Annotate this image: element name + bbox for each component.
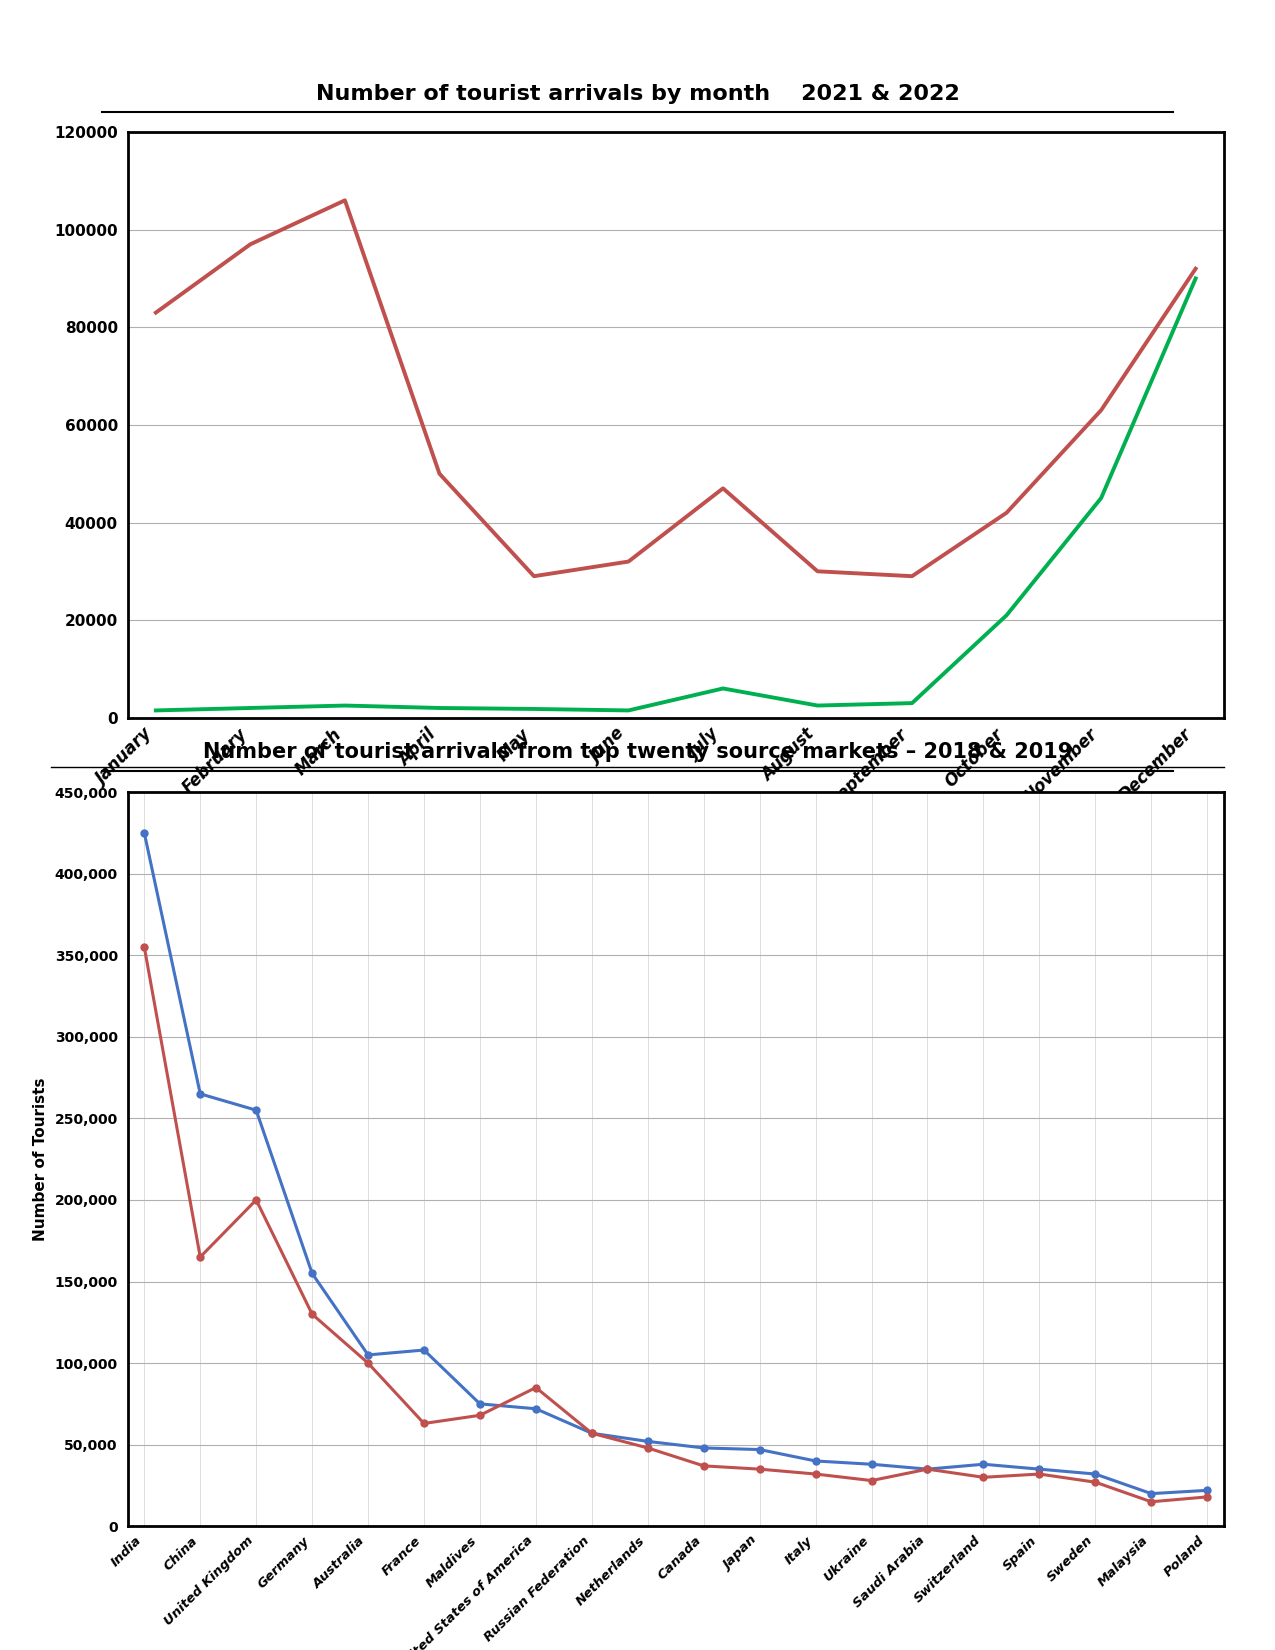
Text: Number of tourist arrivals by month    2021 & 2022: Number of tourist arrivals by month 2021… bbox=[316, 84, 959, 104]
Y-axis label: Number of Tourists: Number of Tourists bbox=[33, 1077, 47, 1241]
Legend:   2021,   2022: 2021, 2022 bbox=[445, 921, 732, 955]
Text: Number of tourist arrivals from top twenty source markets – 2018 & 2019: Number of tourist arrivals from top twen… bbox=[203, 742, 1072, 762]
